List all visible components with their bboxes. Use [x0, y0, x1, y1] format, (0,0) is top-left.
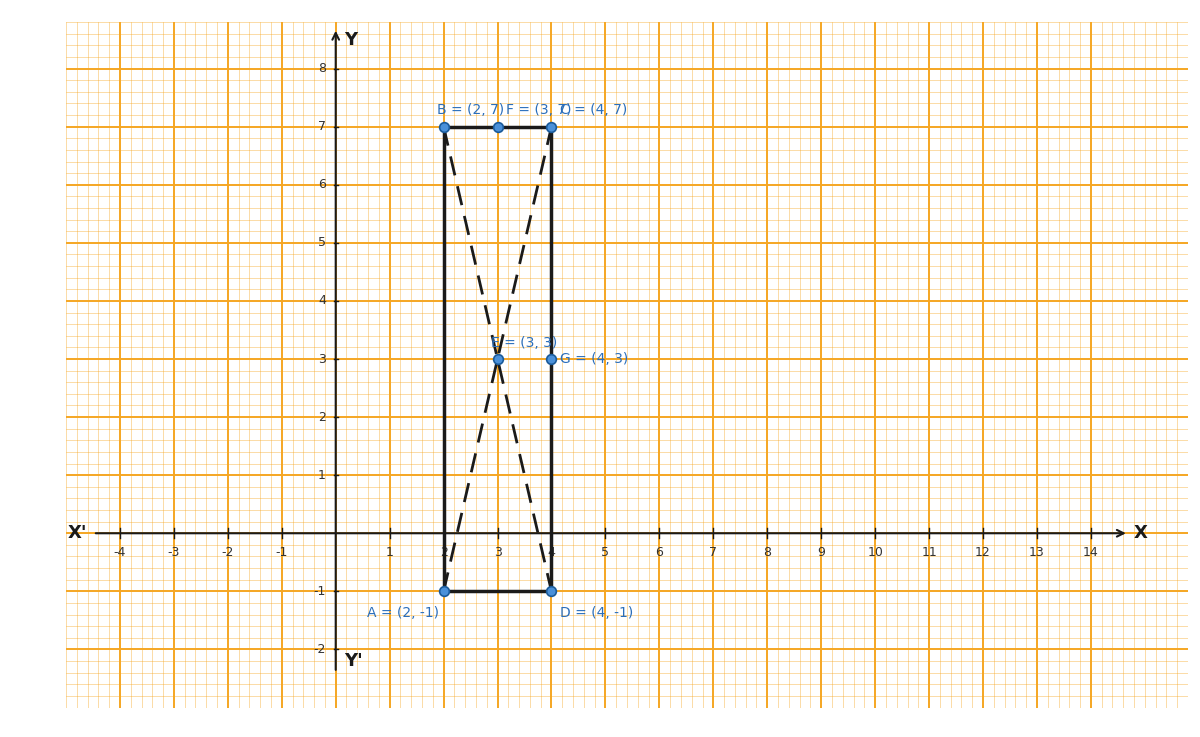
Text: E = (3, 3): E = (3, 3)	[491, 336, 557, 350]
Text: 11: 11	[922, 546, 937, 559]
Text: A = (2, -1): A = (2, -1)	[367, 607, 439, 621]
Text: Y: Y	[344, 31, 356, 49]
Text: -3: -3	[168, 546, 180, 559]
Text: X': X'	[68, 524, 88, 542]
Text: G = (4, 3): G = (4, 3)	[559, 352, 628, 366]
Text: -2: -2	[222, 546, 234, 559]
Text: B = (2, 7): B = (2, 7)	[437, 103, 504, 117]
Text: 13: 13	[1030, 546, 1045, 559]
Text: 12: 12	[976, 546, 991, 559]
Text: 10: 10	[868, 546, 883, 559]
Text: 1: 1	[385, 546, 394, 559]
Text: 8: 8	[763, 546, 772, 559]
Text: -4: -4	[114, 546, 126, 559]
Text: 7: 7	[709, 546, 718, 559]
Text: F = (3, 7): F = (3, 7)	[505, 103, 571, 117]
Text: 5: 5	[318, 237, 326, 249]
Text: 2: 2	[318, 411, 326, 424]
Text: 2: 2	[439, 546, 448, 559]
Text: 5: 5	[601, 546, 610, 559]
Text: -1: -1	[313, 585, 326, 598]
Text: 1: 1	[318, 469, 326, 482]
Text: 14: 14	[1084, 546, 1099, 559]
Text: 8: 8	[318, 62, 326, 75]
Text: -2: -2	[313, 643, 326, 656]
Text: D = (4, -1): D = (4, -1)	[559, 607, 632, 621]
Text: X: X	[1134, 524, 1148, 542]
Text: -1: -1	[276, 546, 288, 559]
Text: C = (4, 7): C = (4, 7)	[559, 103, 626, 117]
Text: Y': Y'	[344, 652, 362, 670]
Text: 4: 4	[547, 546, 556, 559]
Text: 3: 3	[318, 352, 326, 366]
Text: 6: 6	[318, 178, 326, 191]
Text: 7: 7	[318, 120, 326, 133]
Text: 6: 6	[655, 546, 664, 559]
Text: 9: 9	[817, 546, 826, 559]
Text: 4: 4	[318, 294, 326, 307]
Text: 3: 3	[493, 546, 502, 559]
